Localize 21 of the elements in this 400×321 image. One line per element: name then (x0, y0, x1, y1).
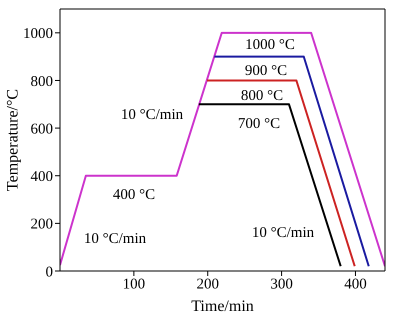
annotation: 800 °C (240, 88, 284, 104)
y-tick-label: 1000 (23, 26, 53, 42)
y-tick-label: 400 (30, 169, 53, 186)
annotation: 10 °C/min (84, 231, 147, 247)
x-tick-label: 300 (270, 276, 293, 293)
x-axis-title: Time/min (191, 298, 254, 315)
x-tick-label: 100 (122, 276, 146, 293)
annotation: 10 °C/min (120, 107, 184, 123)
annotation: 400 °C (112, 187, 156, 203)
x-tick-label: 200 (196, 276, 219, 293)
y-tick-label: 800 (30, 74, 53, 90)
y-tick-label: 200 (30, 216, 53, 233)
annotation: 10 °C/min (252, 225, 315, 241)
x-tick-label: 400 (344, 276, 367, 293)
line-series (60, 32, 385, 268)
y-axis-title: Temperature/°C (4, 88, 22, 192)
annotation: 700 °C (238, 116, 280, 132)
annotation: 900 °C (244, 63, 288, 79)
y-tick-label: 0 (46, 264, 53, 280)
annotation: 1000 °C (245, 37, 295, 53)
y-tick-label: 600 (30, 121, 53, 138)
